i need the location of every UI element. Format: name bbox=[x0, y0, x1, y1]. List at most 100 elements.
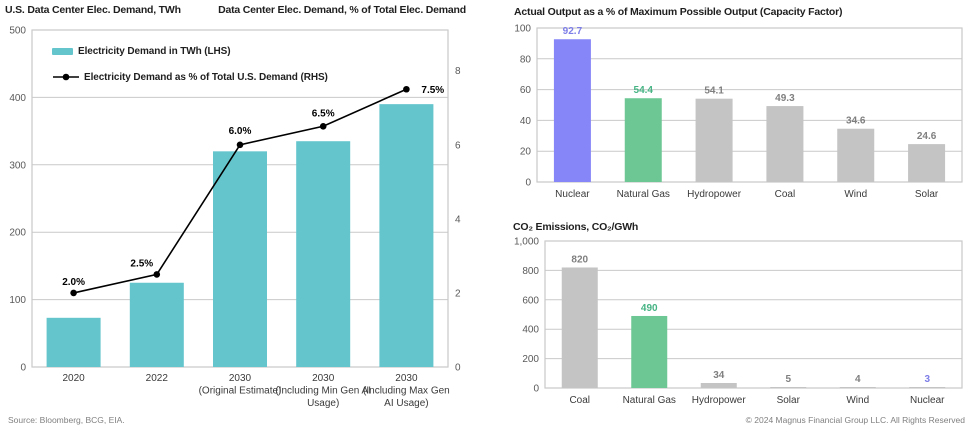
category-label: Wind bbox=[846, 395, 869, 406]
category-label: 2030 (Original Estimate) bbox=[199, 373, 282, 397]
line-marker bbox=[403, 85, 410, 93]
copyright-footer: © 2024 Magnus Financial Group LLC. All R… bbox=[745, 415, 965, 425]
value-label: 54.4 bbox=[634, 85, 654, 96]
pct-label: 2.0% bbox=[62, 277, 85, 288]
right-axis-tick: 2 bbox=[455, 288, 461, 299]
y-axis-tick: 0 bbox=[525, 178, 531, 189]
right-axis-tick: 8 bbox=[455, 66, 461, 77]
left-axis-tick: 0 bbox=[20, 363, 26, 374]
right-axis-tick: 0 bbox=[455, 363, 461, 374]
left-axis-title: U.S. Data Center Elec. Demand, TWh bbox=[5, 4, 181, 16]
bar-coal bbox=[766, 106, 804, 182]
category-label: Solar bbox=[777, 395, 801, 406]
demand-bar bbox=[379, 104, 434, 367]
legend-item-bars: Electricity Demand in TWh (LHS) bbox=[52, 42, 328, 60]
category-label: Nuclear bbox=[555, 189, 590, 200]
line-marker bbox=[319, 122, 327, 130]
category-label: 2030 (Including Min Gen AI Usage) bbox=[275, 373, 371, 409]
value-label: 820 bbox=[571, 254, 588, 265]
left-axis-tick: 500 bbox=[9, 26, 26, 37]
value-label: 34 bbox=[713, 370, 725, 381]
pct-label: 2.5% bbox=[130, 258, 153, 269]
co2-emissions-chart: CO₂ Emissions, CO₂/GWh 0 200 400 600 800 1,00… bbox=[487, 215, 973, 430]
co2-emissions-title: CO₂ Emissions, CO₂/GWh bbox=[513, 221, 639, 233]
pct-label: 6.0% bbox=[229, 126, 252, 137]
value-label: 34.6 bbox=[846, 116, 866, 127]
y-axis-tick: 1,000 bbox=[514, 237, 539, 248]
capacity-factor-chart: Actual Output as a % of Maximum Possible… bbox=[487, 0, 973, 215]
demand-bar bbox=[296, 141, 351, 367]
right-axis-tick: 6 bbox=[455, 140, 461, 151]
category-label: Coal bbox=[775, 189, 796, 200]
category-label: Natural Gas bbox=[617, 189, 670, 200]
y-axis-tick: 800 bbox=[522, 266, 539, 277]
left-axis-tick: 400 bbox=[9, 93, 26, 104]
y-axis-tick: 100 bbox=[514, 24, 531, 35]
bar-natural-gas bbox=[624, 98, 662, 182]
line-legend-swatch bbox=[53, 73, 79, 81]
category-label: Hydropower bbox=[687, 189, 742, 200]
bar-nuclear bbox=[909, 387, 946, 388]
category-label: Nuclear bbox=[910, 395, 945, 406]
bar-hydropower bbox=[700, 383, 737, 388]
plot-border bbox=[544, 240, 963, 389]
category-label: Natural Gas bbox=[623, 395, 676, 406]
y-axis-tick: 80 bbox=[520, 54, 532, 65]
bar-natural-gas bbox=[631, 315, 668, 388]
pct-label: 6.5% bbox=[312, 108, 335, 119]
bar-solar bbox=[770, 387, 807, 388]
demand-combo-chart: U.S. Data Center Elec. Demand, TWh Data … bbox=[5, 4, 466, 410]
value-label: 3 bbox=[924, 374, 930, 385]
line-marker bbox=[153, 271, 161, 278]
left-axis-tick: 100 bbox=[9, 295, 26, 306]
pct-label: 7.5% bbox=[421, 85, 444, 96]
category-label: Solar bbox=[915, 189, 939, 200]
category-label: Wind bbox=[844, 189, 867, 200]
y-axis-tick: 60 bbox=[520, 85, 532, 96]
y-axis-tick: 600 bbox=[522, 295, 539, 306]
bar-wind bbox=[837, 128, 875, 182]
demand-bar bbox=[46, 317, 101, 367]
right-axis-tick: 4 bbox=[455, 214, 461, 225]
legend: Electricity Demand in TWh (LHS) Electric… bbox=[52, 42, 328, 94]
category-label: 2020 bbox=[62, 373, 85, 384]
demand-bar bbox=[129, 282, 184, 367]
bar-wind bbox=[839, 387, 876, 388]
line-marker bbox=[70, 289, 77, 297]
value-label: 490 bbox=[641, 303, 658, 314]
value-label: 54.1 bbox=[704, 86, 724, 97]
bar-hydropower bbox=[695, 98, 733, 182]
legend-item-line: Electricity Demand as % of Total U.S. De… bbox=[52, 68, 328, 86]
value-label: 4 bbox=[855, 374, 861, 385]
category-label: Hydropower bbox=[692, 395, 747, 406]
value-label: 92.7 bbox=[563, 26, 583, 37]
line-marker bbox=[236, 141, 244, 149]
left-axis-tick: 200 bbox=[9, 228, 26, 239]
line-legend-label: Electricity Demand as % of Total U.S. De… bbox=[84, 71, 328, 83]
bar-legend-swatch bbox=[52, 47, 73, 55]
value-label: 5 bbox=[785, 374, 791, 385]
capacity-factor-plot: 0 20 40 60 80 100 92.7 Nuclear 54.4 Natural Gas 54… bbox=[514, 24, 963, 200]
co2-emissions-plot: 0 200 400 600 800 1,000 820 Coal 490 Natural Gas 3… bbox=[514, 237, 963, 406]
y-axis-tick: 200 bbox=[522, 354, 539, 365]
source-footer: Source: Bloomberg, BCG, EIA. bbox=[8, 415, 125, 425]
bar-nuclear bbox=[553, 39, 591, 182]
bar-coal bbox=[561, 267, 598, 388]
bar-solar bbox=[908, 144, 946, 182]
y-axis-tick: 0 bbox=[533, 384, 539, 395]
plot-border bbox=[536, 27, 963, 183]
category-label: 2022 bbox=[146, 373, 169, 384]
left-axis-tick: 300 bbox=[9, 160, 26, 171]
value-label: 49.3 bbox=[775, 93, 795, 104]
demand-combo-plot: 0 100 200 300 400 500 0 2 4 6 8 2020 2022 2030 (Origin… bbox=[9, 26, 461, 410]
bar-legend-label: Electricity Demand in TWh (LHS) bbox=[78, 45, 231, 57]
capacity-factor-title: Actual Output as a % of Maximum Possible… bbox=[514, 6, 843, 18]
y-axis-tick: 40 bbox=[520, 116, 532, 127]
right-axis-title: Data Center Elec. Demand, % of Total Ele… bbox=[218, 4, 466, 16]
y-axis-tick: 20 bbox=[520, 147, 532, 158]
category-label: Coal bbox=[569, 395, 590, 406]
value-label: 24.6 bbox=[917, 131, 937, 142]
category-label: 2030 (Including Max Gen AI Usage) bbox=[363, 373, 450, 409]
demand-bar bbox=[213, 151, 267, 367]
